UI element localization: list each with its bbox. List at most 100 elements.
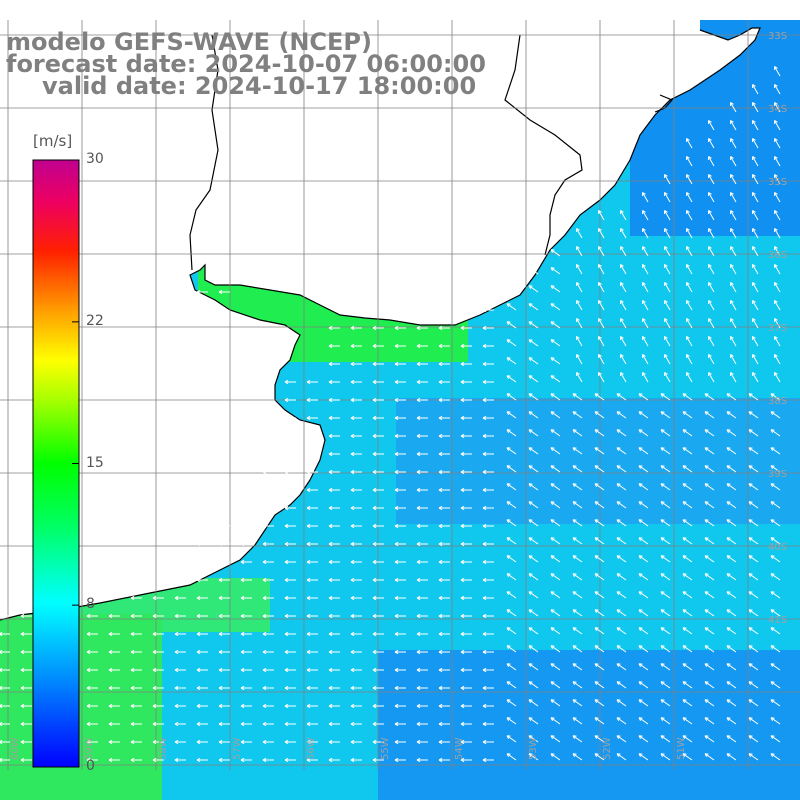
- field-cell: [684, 740, 702, 758]
- field-cell: [774, 200, 792, 218]
- field-cell: [792, 380, 800, 398]
- wind-arrow: [506, 537, 517, 545]
- field-cell: [360, 686, 378, 704]
- wind-arrow: [774, 264, 781, 275]
- field-cell: [594, 326, 612, 344]
- wind-arrow: [528, 393, 539, 401]
- field-cell: [540, 542, 558, 560]
- field-cell: [684, 506, 702, 524]
- field-cell: [792, 344, 800, 362]
- field-cell: [396, 668, 414, 686]
- title-valid-date: valid date: 2024-10-17 18:00:00: [42, 72, 477, 100]
- wind-arrow: [528, 465, 539, 473]
- field-cell: [342, 686, 360, 704]
- field-cell: [648, 128, 666, 146]
- wind-arrow: [638, 645, 649, 653]
- wind-arrow: [616, 699, 627, 707]
- wind-arrow: [686, 282, 693, 293]
- wind-arrow: [550, 267, 561, 275]
- field-cell: [432, 524, 450, 542]
- wind-arrow: [394, 343, 406, 349]
- field-cell: [648, 362, 666, 380]
- field-cell: [792, 740, 800, 758]
- field-cell: [378, 668, 396, 686]
- wind-arrow: [306, 613, 318, 619]
- field-cell: [342, 326, 360, 344]
- field-cell: [738, 380, 756, 398]
- field-cell: [396, 488, 414, 506]
- field-cell: [630, 542, 648, 560]
- field-cell: [720, 506, 738, 524]
- field-cell: [414, 758, 432, 776]
- wind-arrow: [506, 339, 517, 347]
- field-cell: [774, 236, 792, 254]
- wind-arrow: [660, 735, 671, 743]
- wind-arrow: [726, 573, 737, 581]
- wind-arrow: [594, 645, 605, 653]
- wind-arrow: [638, 519, 649, 527]
- wind-arrow: [704, 555, 715, 563]
- wind-arrow: [262, 667, 274, 673]
- field-cell: [144, 650, 162, 668]
- field-cell: [702, 722, 720, 740]
- wind-arrow: [704, 501, 715, 509]
- wind-arrow: [460, 595, 472, 601]
- field-cell: [450, 776, 468, 794]
- wind-arrow: [748, 465, 759, 473]
- wind-arrow: [704, 573, 715, 581]
- field-cell: [450, 632, 468, 650]
- field-cell: [612, 398, 630, 416]
- field-cell: [468, 398, 486, 416]
- wind-arrow: [638, 447, 649, 455]
- wind-arrow: [594, 681, 605, 689]
- wind-arrow: [704, 645, 715, 653]
- field-cell: [774, 182, 792, 200]
- field-cell: [576, 614, 594, 632]
- wind-arrow: [748, 591, 759, 599]
- field-cell: [756, 686, 774, 704]
- field-cell: [738, 776, 756, 794]
- field-cell: [180, 596, 198, 614]
- field-cell: [630, 524, 648, 542]
- wind-arrow: [572, 591, 583, 599]
- wind-arrow: [752, 210, 759, 221]
- wind-arrow: [218, 739, 230, 745]
- wind-arrow: [686, 318, 693, 329]
- field-cell: [540, 740, 558, 758]
- wind-arrow: [708, 354, 715, 365]
- wind-arrow: [328, 757, 340, 763]
- wind-arrow: [438, 523, 450, 529]
- wind-arrow: [550, 717, 561, 725]
- field-cell: [360, 704, 378, 722]
- field-cell: [666, 488, 684, 506]
- wind-arrow: [730, 192, 737, 203]
- field-cell: [666, 524, 684, 542]
- field-cell: [486, 794, 504, 800]
- wind-arrow: [616, 393, 627, 401]
- wind-arrow: [306, 721, 318, 727]
- wind-arrow: [394, 703, 406, 709]
- wind-arrow: [660, 501, 671, 509]
- field-cell: [720, 164, 738, 182]
- field-cell: [774, 326, 792, 344]
- field-cell: [162, 794, 180, 800]
- field-cell: [450, 398, 468, 416]
- field-cell: [90, 704, 108, 722]
- field-cell: [522, 758, 540, 776]
- field-cell: [540, 272, 558, 290]
- wind-arrow: [0, 721, 10, 727]
- colorbar-tick-label: 22: [86, 312, 104, 329]
- wind-arrow: [770, 717, 781, 725]
- wind-arrow: [774, 210, 781, 221]
- field-cell: [540, 704, 558, 722]
- wind-arrow: [416, 343, 428, 349]
- wind-arrow: [550, 429, 561, 437]
- field-cell: [396, 542, 414, 560]
- field-cell: [486, 308, 504, 326]
- wind-arrow: [664, 372, 671, 383]
- field-cell: [360, 470, 378, 488]
- field-cell: [594, 758, 612, 776]
- wind-arrow: [482, 595, 494, 601]
- wind-arrow: [350, 379, 362, 385]
- field-cell: [540, 344, 558, 362]
